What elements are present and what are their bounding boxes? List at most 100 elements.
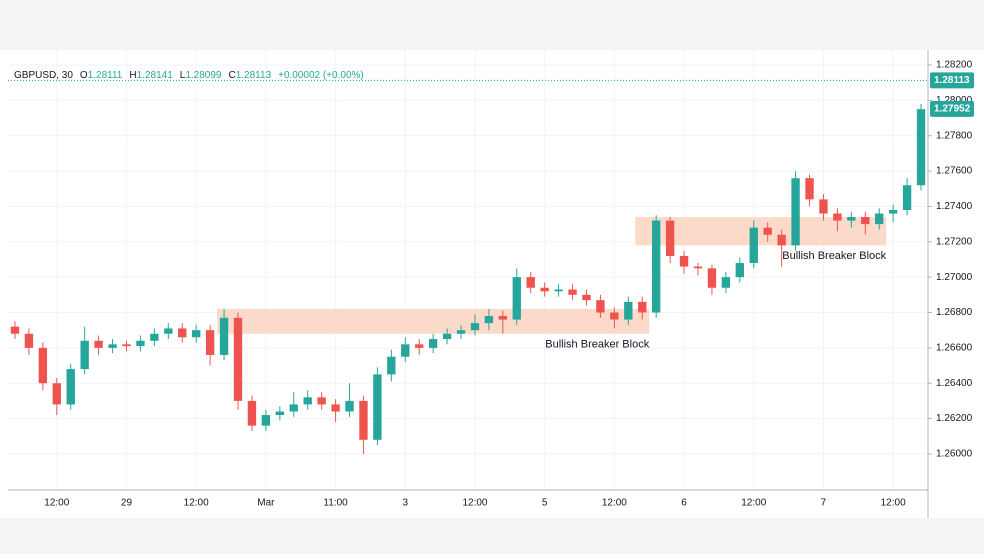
- ohlc-key: H: [129, 70, 136, 81]
- x-tick-label: 6: [681, 498, 687, 509]
- candle-body: [442, 333, 452, 340]
- y-tick-label: 1.28000: [936, 95, 973, 106]
- candle-body: [122, 344, 131, 347]
- ohlc-key: L: [180, 70, 186, 81]
- x-tick-label: 7: [821, 498, 827, 509]
- y-tick-label: 1.27800: [936, 130, 973, 141]
- price-label-box: [930, 100, 974, 117]
- y-tick-label: 1.27400: [936, 201, 973, 212]
- x-tick-label: 12:00: [44, 498, 69, 509]
- candle-body: [470, 323, 480, 331]
- candle-body: [66, 369, 75, 405]
- zones: Bullish Breaker Block Bullish Breaker Blo…: [217, 217, 887, 351]
- legend-header: GBPUSD, 30 O1.28111 H1.28141 L1.28099 C1.281…: [14, 70, 364, 81]
- candle-body: [596, 300, 605, 313]
- candle-body: [498, 316, 508, 320]
- x-tick-label: 29: [121, 498, 133, 509]
- ohlc-key: O: [80, 70, 88, 81]
- axis: 1.26000 1.26200 1.26400 1.26600 1.26800 1.270…: [44, 60, 974, 509]
- candle-body: [24, 333, 34, 348]
- x-tick-label: 12:00: [602, 498, 627, 509]
- candle-body: [624, 301, 633, 320]
- y-tick-label: 1.26600: [936, 343, 973, 354]
- candle-body: [875, 213, 884, 225]
- candle-body: [819, 199, 828, 214]
- candle-body: [317, 397, 326, 405]
- candle-body: [345, 400, 354, 412]
- candle-body: [373, 374, 382, 440]
- candle-body: [749, 227, 758, 264]
- breaker-zone: [217, 308, 650, 334]
- candle-body: [526, 277, 535, 288]
- ohlc-value: 1.28141: [137, 70, 174, 81]
- candle-body: [679, 255, 689, 267]
- chart-panel: [0, 50, 984, 518]
- candle-body: [192, 330, 201, 338]
- candle-body: [94, 340, 103, 348]
- candle-body: [791, 178, 800, 246]
- x-tick-label: 3: [402, 498, 408, 509]
- candles: [10, 103, 926, 454]
- x-tick-label: 12:00: [462, 498, 487, 509]
- candle-body: [707, 268, 717, 288]
- change: +0.00002 (+0.00%): [278, 70, 364, 81]
- candle-body: [665, 220, 675, 256]
- candle-body: [554, 289, 563, 292]
- candle-body: [847, 217, 856, 221]
- y-tick-label: 1.27000: [936, 272, 973, 283]
- y-tick-label: 1.28200: [936, 60, 973, 71]
- zone-label: Bullish Breaker Block: [782, 250, 886, 262]
- candle-body: [233, 317, 243, 401]
- candle-body: [219, 317, 229, 355]
- candle-body: [456, 330, 466, 334]
- candle-body: [610, 312, 619, 320]
- x-tick-label: 12:00: [881, 498, 906, 509]
- y-tick-label: 1.26400: [936, 378, 973, 389]
- ohlc-key: C: [228, 70, 235, 81]
- y-tick-label: 1.26200: [936, 413, 973, 424]
- candle-body: [916, 109, 926, 186]
- zone-label: Bullish Breaker Block: [545, 339, 649, 351]
- candle-body: [108, 344, 117, 348]
- candle-body: [52, 383, 61, 405]
- candle-body: [10, 326, 20, 334]
- y-tick-label: 1.27600: [936, 166, 973, 177]
- candle-body: [205, 330, 215, 355]
- candle-body: [763, 227, 772, 235]
- y-tick-label: 1.26800: [936, 307, 973, 318]
- candle-body: [512, 277, 521, 320]
- candle-body: [805, 178, 814, 200]
- x-tick-label: Mar: [257, 498, 275, 509]
- candle-body: [888, 209, 898, 214]
- candle-body: [638, 301, 647, 313]
- candle-body: [150, 333, 159, 341]
- candle-body: [247, 400, 257, 426]
- x-tick-label: 12:00: [741, 498, 766, 509]
- candle-body: [359, 400, 368, 440]
- candle-body: [178, 328, 187, 338]
- candle-body: [415, 344, 424, 348]
- ohlc-value: 1.28111: [88, 70, 123, 81]
- candle-body: [387, 356, 396, 375]
- ohlc-value: 1.28099: [185, 70, 222, 81]
- candle-body: [303, 397, 312, 405]
- y-tick-label: 1.27200: [936, 236, 973, 247]
- x-tick-label: 5: [542, 498, 548, 509]
- x-tick-label: 12:00: [184, 498, 209, 509]
- price-label: 1.28113: [934, 75, 970, 86]
- candle-body: [289, 404, 298, 412]
- candle-body: [902, 185, 912, 210]
- candle-body: [331, 404, 340, 412]
- breaker-zone: [635, 217, 887, 246]
- ohlc-value: 1.28113: [236, 70, 272, 81]
- candle-body: [80, 340, 89, 370]
- candle-body: [275, 411, 284, 416]
- candle-body: [401, 344, 410, 357]
- y-tick-label: 1.26000: [936, 449, 973, 460]
- candle-body: [568, 289, 577, 295]
- price-label-box: [930, 72, 974, 89]
- candle-body: [484, 316, 494, 324]
- price-label: 1.27952: [934, 104, 971, 115]
